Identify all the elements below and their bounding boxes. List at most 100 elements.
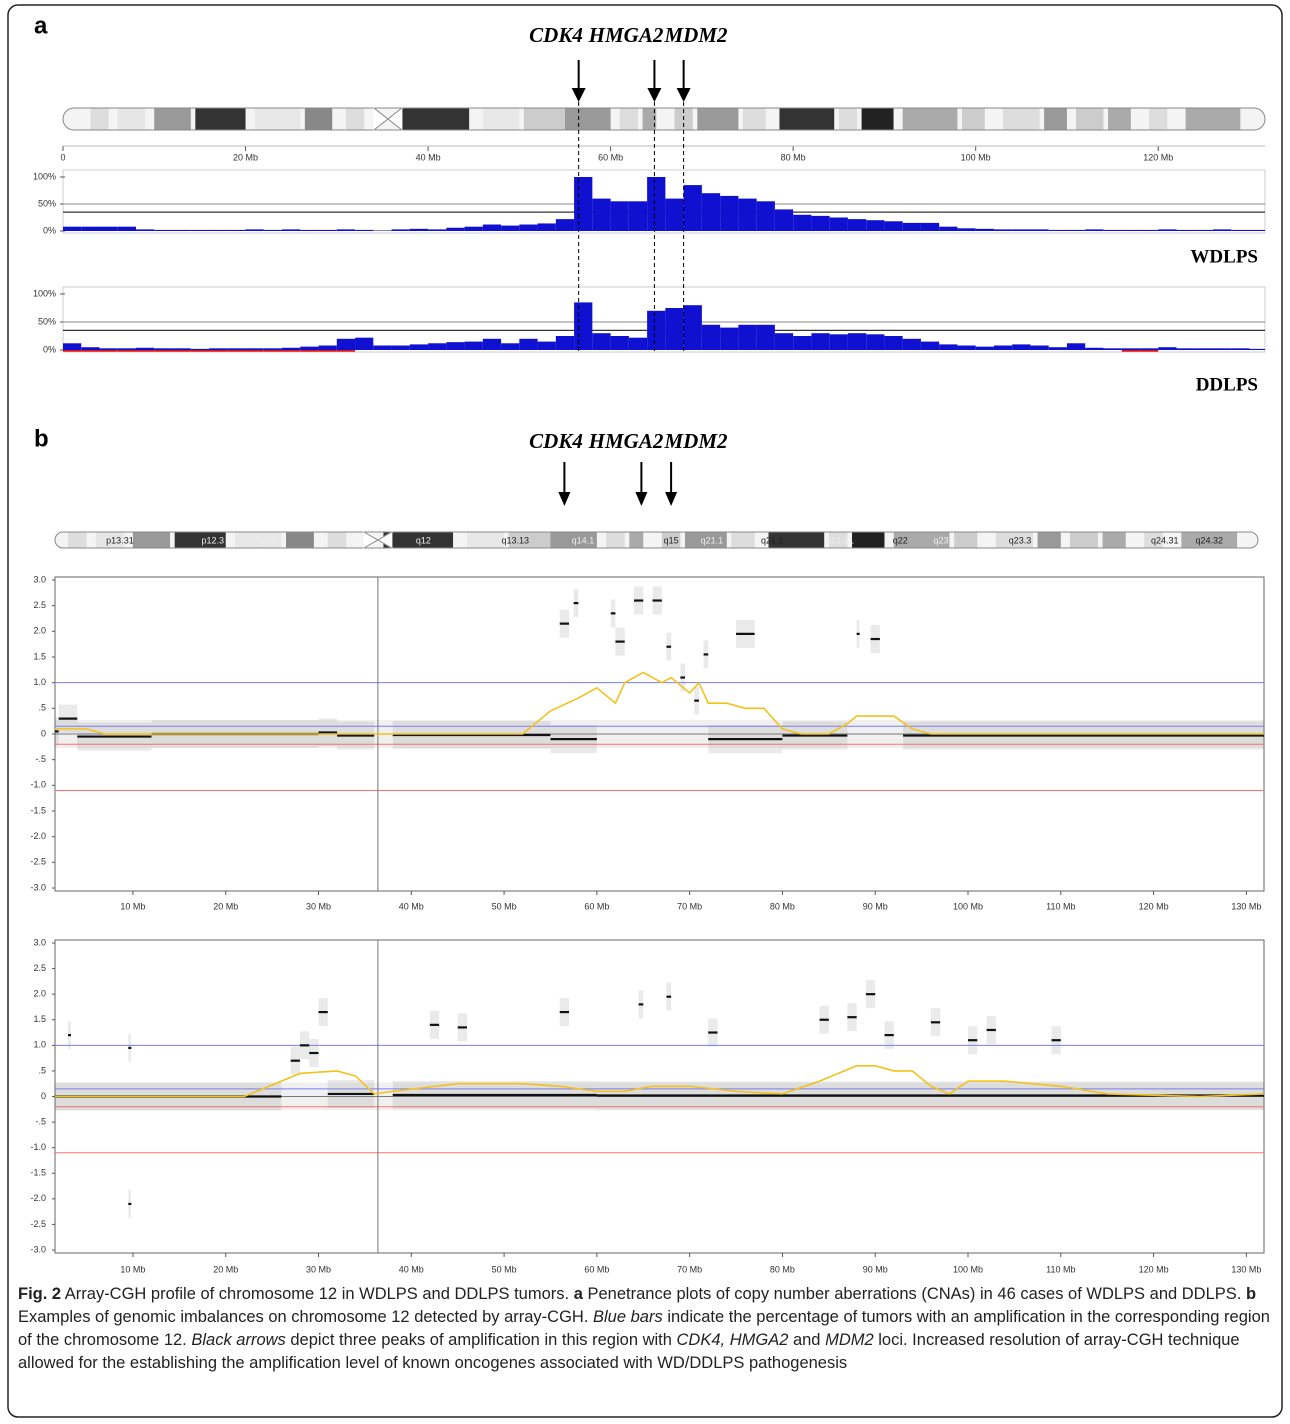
gain-bar bbox=[1249, 229, 1265, 231]
ideogram bbox=[62, 106, 1266, 132]
band-label: q13.13 bbox=[501, 535, 529, 545]
y-tick-label: -3.0 bbox=[30, 1244, 46, 1254]
x-tick-label: 40 Mb bbox=[399, 1264, 424, 1274]
gain-bar bbox=[1121, 229, 1140, 231]
x-tick-label: 20 Mb bbox=[213, 1264, 238, 1274]
y-tick-label: -1.5 bbox=[30, 805, 46, 815]
gene-label: MDM2 bbox=[663, 23, 728, 47]
gene-arrowhead bbox=[647, 88, 662, 102]
x-tick-label: 130 Mb bbox=[1231, 1264, 1261, 1274]
gain-bar bbox=[793, 336, 812, 350]
y-tick-label: -2.0 bbox=[30, 1193, 46, 1203]
gain-bar bbox=[829, 217, 848, 231]
gain-bar bbox=[738, 324, 757, 350]
gain-bar bbox=[1121, 348, 1140, 350]
y-tick-label: 2.5 bbox=[33, 600, 46, 610]
ideogram-band bbox=[828, 532, 848, 548]
y-tick-label: 0% bbox=[43, 225, 56, 235]
ideogram-band bbox=[95, 532, 124, 548]
ideogram-band bbox=[779, 108, 835, 130]
loss-bar bbox=[63, 350, 82, 352]
gain-bar bbox=[884, 221, 903, 231]
gain-bar bbox=[1030, 229, 1049, 231]
ideogram-band bbox=[1185, 108, 1241, 130]
x-tick-label: 120 Mb bbox=[1139, 1264, 1169, 1274]
gain-bar bbox=[1158, 347, 1177, 350]
caption-run: loci. Increased resolution of array-CGH … bbox=[18, 1331, 1240, 1372]
moving-average bbox=[55, 1065, 1265, 1098]
ideogram-band bbox=[661, 532, 681, 548]
band-label: q23.3 bbox=[1009, 535, 1032, 545]
loss-bar bbox=[172, 350, 191, 352]
gain-bar bbox=[720, 195, 739, 231]
caption-run: Array-CGH profile of chromosome 12 in WD… bbox=[61, 1285, 574, 1303]
gain-bar bbox=[957, 345, 976, 350]
gain-bar bbox=[920, 341, 940, 350]
caption-run: CDK4, HMGA2 bbox=[676, 1331, 789, 1349]
gain-bar bbox=[1048, 347, 1067, 350]
gain-bar bbox=[793, 214, 812, 231]
gain-bar bbox=[227, 348, 246, 350]
ideogram-band bbox=[508, 532, 551, 548]
ideogram-band bbox=[893, 532, 950, 548]
ideogram-band bbox=[954, 532, 978, 548]
x-tick-label: 0 bbox=[60, 152, 65, 162]
gain-bar bbox=[720, 327, 739, 350]
ideogram-band bbox=[685, 532, 727, 548]
gain-bar bbox=[537, 341, 556, 350]
gain-bar bbox=[482, 338, 502, 350]
gain-bar bbox=[866, 220, 885, 231]
x-tick-label: 40 Mb bbox=[399, 901, 424, 911]
gain-bar bbox=[1066, 229, 1086, 231]
gain-bar bbox=[117, 348, 137, 350]
x-tick-label: 90 Mb bbox=[863, 901, 888, 911]
ideogram-band bbox=[466, 532, 505, 548]
band-label: q21.1 bbox=[701, 535, 724, 545]
plot-frame bbox=[62, 286, 1266, 353]
ideogram-band bbox=[1003, 108, 1040, 130]
gain-bar bbox=[847, 219, 867, 231]
ideogram-band bbox=[697, 108, 739, 130]
y-tick-label: 0% bbox=[43, 344, 56, 354]
y-tick-label: 3.0 bbox=[33, 574, 46, 584]
gain-bar bbox=[902, 338, 921, 350]
y-tick-label: -2.5 bbox=[30, 1219, 46, 1229]
gain-bar bbox=[1158, 229, 1177, 231]
gain-bar bbox=[263, 348, 283, 350]
gain-bar bbox=[829, 334, 848, 350]
x-tick-label: 110 Mb bbox=[1046, 1264, 1075, 1274]
ideogram-band bbox=[195, 108, 246, 130]
gain-bar bbox=[227, 229, 246, 231]
gene-arrowhead bbox=[635, 492, 648, 506]
plot-name: DDLPS bbox=[1196, 374, 1258, 395]
x-tick-label: 60 Mb bbox=[598, 152, 623, 162]
gain-bar bbox=[336, 338, 356, 350]
gain-bar bbox=[300, 346, 319, 350]
ideogram-band bbox=[1149, 108, 1168, 130]
y-tick-label: 2.0 bbox=[33, 989, 46, 999]
gene-arrowhead bbox=[558, 492, 571, 506]
caption-run: MDM2 bbox=[825, 1331, 874, 1349]
x-tick-label: 50 Mb bbox=[492, 1264, 517, 1274]
gain-bar bbox=[884, 336, 903, 350]
gain-bar bbox=[209, 229, 228, 231]
gain-bar bbox=[99, 226, 118, 231]
ideogram-band bbox=[838, 108, 858, 130]
gain-bar bbox=[428, 229, 447, 231]
gain-bar bbox=[756, 324, 775, 350]
y-tick-label: 2.0 bbox=[33, 626, 46, 636]
ideogram-band bbox=[1076, 108, 1104, 130]
ideogram-band bbox=[235, 532, 282, 548]
gain-bar bbox=[446, 227, 465, 231]
gain-bar bbox=[99, 348, 118, 350]
y-tick-label: 2.5 bbox=[33, 963, 46, 973]
band-label: q22 bbox=[893, 535, 908, 545]
gain-bar bbox=[957, 228, 976, 231]
band-label: p12.3 bbox=[201, 535, 224, 545]
band-label: q15 bbox=[664, 535, 679, 545]
gain-bar bbox=[501, 225, 520, 231]
x-tick-label: 80 Mb bbox=[770, 901, 795, 911]
x-tick-label: 110 Mb bbox=[1046, 901, 1075, 911]
y-tick-label: 0 bbox=[41, 1091, 46, 1101]
